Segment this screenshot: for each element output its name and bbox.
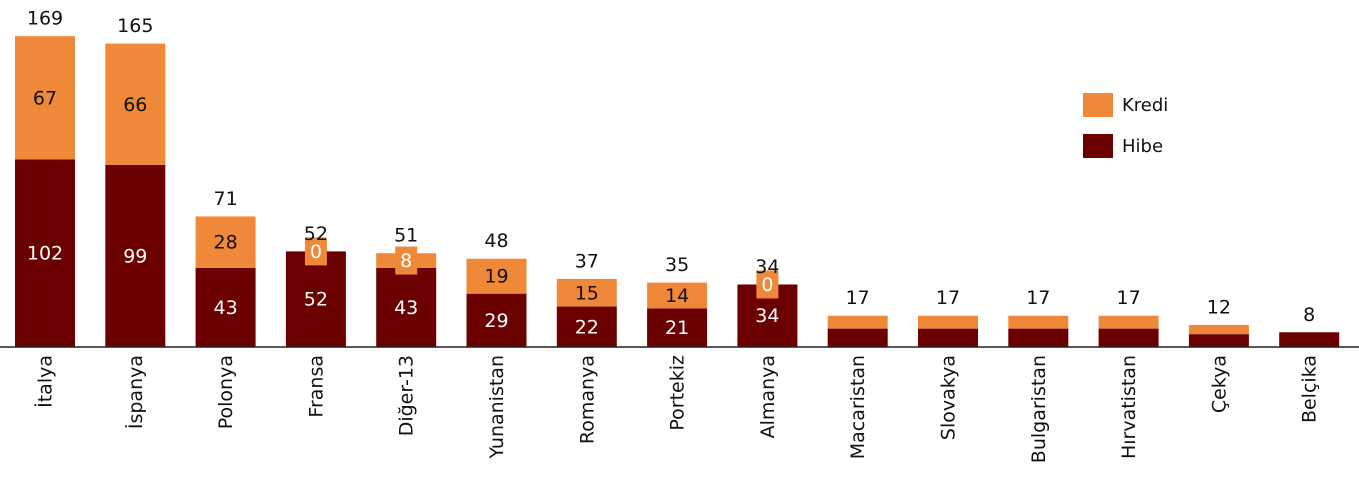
value-label: 67 — [33, 87, 57, 109]
bar-segment — [1188, 324, 1249, 335]
total-label: 48 — [484, 230, 508, 252]
value-label: 29 — [484, 310, 508, 332]
value-label: 19 — [484, 266, 508, 288]
value-label: 0 — [310, 241, 322, 263]
total-label: 17 — [1026, 287, 1050, 309]
bar-segment — [466, 258, 527, 294]
x-tick-label: Romanya — [576, 355, 598, 444]
bar-segment — [556, 306, 617, 347]
value-label: 66 — [123, 94, 147, 116]
total-label: 17 — [936, 287, 960, 309]
legend-swatch — [1083, 134, 1113, 158]
bar-segment — [1188, 334, 1249, 347]
value-label: 21 — [665, 317, 689, 339]
bar-segment — [105, 164, 166, 347]
bar-segment — [556, 278, 617, 307]
bar-segment — [827, 315, 888, 329]
bar-segment — [1098, 328, 1159, 347]
legend-label: Hibe — [1122, 136, 1163, 157]
value-label: 28 — [214, 232, 238, 254]
bar-segment — [1098, 315, 1159, 329]
total-label: 17 — [846, 287, 870, 309]
bar-segment — [105, 43, 166, 165]
total-label: 35 — [665, 254, 689, 276]
x-tick-label: Almanya — [757, 355, 779, 438]
legend-label: Kredi — [1122, 95, 1168, 116]
bar-segment — [918, 328, 978, 347]
total-label: 8 — [1303, 304, 1315, 326]
bar-segment — [647, 308, 708, 347]
total-label: 52 — [304, 223, 328, 245]
bar-segment — [647, 282, 708, 309]
value-label: 43 — [394, 297, 418, 319]
x-tick-label: Polonya — [215, 355, 237, 429]
x-tick-label: İtalya — [34, 355, 57, 408]
x-tick-label: Fransa — [305, 355, 327, 418]
total-label: 51 — [394, 225, 418, 247]
label-bg — [395, 246, 418, 275]
total-label: 169 — [27, 8, 63, 30]
value-label: 14 — [665, 285, 689, 307]
bar-segment — [15, 159, 75, 347]
value-label: 43 — [214, 297, 238, 319]
bar-segment — [1008, 328, 1069, 347]
value-label: 52 — [304, 289, 328, 311]
x-tick-label: Hırvatistan — [1118, 355, 1140, 459]
bar-segment — [466, 293, 527, 347]
x-tick-label: Macaristan — [847, 355, 869, 459]
x-tick-label: Bulgaristan — [1028, 355, 1050, 463]
bar-segment — [15, 36, 75, 160]
total-label: 37 — [575, 250, 599, 272]
total-label: 17 — [1117, 287, 1141, 309]
value-label: 0 — [761, 274, 773, 296]
total-label: 34 — [755, 256, 779, 278]
x-tick-label: Portekiz — [667, 355, 689, 431]
x-tick-label: İspanya — [124, 355, 147, 429]
bar-segment — [1279, 332, 1340, 347]
value-label: 8 — [400, 250, 412, 272]
total-label: 71 — [214, 188, 238, 210]
label-bg — [304, 237, 327, 266]
bar-segment — [195, 216, 256, 268]
bar-segment — [195, 267, 256, 347]
label-bg — [756, 270, 779, 299]
value-label: 99 — [123, 245, 147, 267]
bar-segment — [285, 251, 346, 347]
legend-swatch — [1083, 93, 1113, 117]
x-tick-label: Slovakya — [938, 355, 960, 440]
total-label: 12 — [1207, 296, 1231, 318]
x-tick-label: Diğer-13 — [396, 355, 418, 436]
x-tick-label: Çekya — [1208, 355, 1230, 413]
total-label: 165 — [117, 15, 153, 37]
x-tick-label: Belçika — [1299, 355, 1321, 423]
value-label: 22 — [575, 316, 599, 338]
value-label: 34 — [755, 305, 779, 327]
bar-segment — [376, 267, 437, 347]
value-label: 102 — [27, 243, 63, 265]
bar-segment — [827, 328, 888, 347]
bar-segment — [1008, 315, 1069, 329]
x-tick-label: Yunanistan — [486, 355, 508, 460]
bar-segment — [918, 315, 978, 329]
value-label: 15 — [575, 282, 599, 304]
